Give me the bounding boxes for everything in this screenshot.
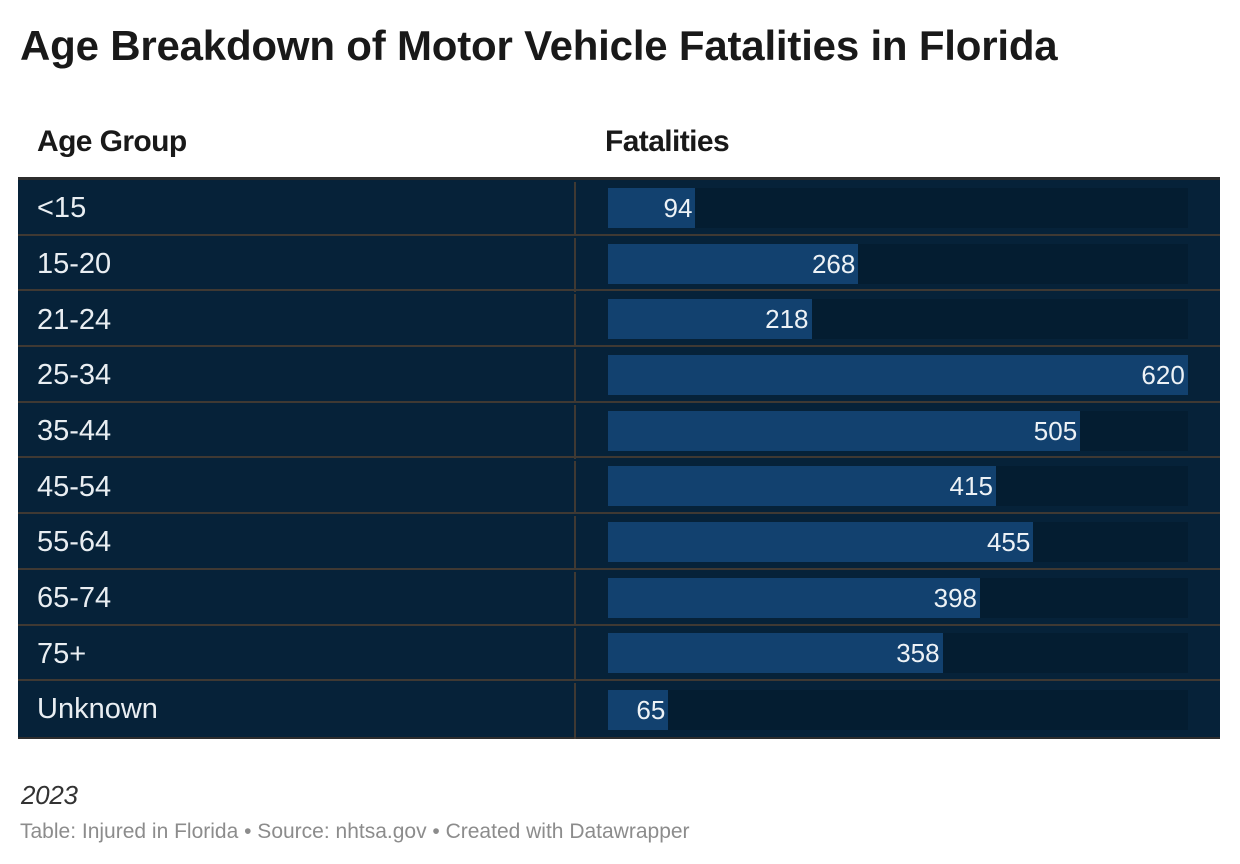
bar-value-label: 455 (986, 526, 1031, 557)
age-group-cell: 45-54 (18, 460, 576, 515)
bar-value-label: 415 (949, 471, 993, 502)
age-group-cell: <15 (18, 182, 576, 236)
fatalities-cell: 65 (576, 681, 1220, 737)
age-group-cell: 35-44 (18, 405, 576, 459)
bar-value-label: 268 (811, 248, 856, 279)
fatalities-cell: 94 (576, 180, 1220, 234)
bar-track: 398 (607, 577, 1188, 618)
table-row: <15 94 (18, 180, 1220, 236)
bar-value-label: 94 (663, 192, 693, 223)
column-header-fatalities: Fatalities (605, 124, 730, 158)
age-group-cell: 55-64 (18, 516, 576, 571)
age-group-cell: 15-20 (18, 237, 576, 292)
fatalities-bar: 455 (607, 521, 1034, 562)
table-row: 15-20 268 (18, 235, 1220, 292)
fatalities-cell: 218 (576, 291, 1220, 345)
bar-value-label: 218 (765, 304, 809, 335)
bar-track: 94 (607, 187, 1188, 228)
fatalities-bar: 65 (607, 690, 669, 731)
bar-track: 505 (607, 410, 1188, 451)
chart-attribution: Table: Injured in Florida • Source: nhts… (20, 820, 690, 843)
fatalities-cell: 398 (576, 570, 1220, 624)
table-body: <15 94 15-20 268 21-24 218 25-34 620 35-44 505 45-… (18, 180, 1220, 740)
fatalities-bar: 620 (607, 354, 1188, 395)
fatalities-cell: 505 (576, 403, 1220, 457)
fatalities-cell: 358 (576, 626, 1220, 680)
fatalities-bar: 268 (607, 243, 859, 284)
table-row: Unknown 65 (18, 681, 1220, 740)
bar-value-label: 398 (933, 582, 978, 613)
bar-track: 218 (607, 299, 1188, 340)
chart-note: 2023 (21, 780, 78, 810)
table-row: 21-24 218 (18, 291, 1220, 348)
bar-track: 268 (607, 243, 1188, 284)
fatalities-cell: 415 (576, 458, 1220, 512)
fatalities-bar: 94 (607, 187, 696, 228)
bar-value-label: 358 (896, 638, 940, 669)
age-group-cell: 65-74 (18, 572, 576, 626)
fatalities-bar: 505 (607, 410, 1081, 451)
fatalities-cell: 620 (576, 347, 1220, 401)
bar-value-label: 505 (1033, 415, 1078, 446)
fatalities-cell: 268 (576, 236, 1220, 290)
bar-value-label: 620 (1141, 359, 1185, 390)
fatalities-bar: 415 (607, 466, 996, 507)
column-header-age-group: Age Group (37, 124, 187, 158)
bar-track: 65 (607, 690, 1188, 731)
table-row: 65-74 398 (18, 569, 1220, 626)
bar-track: 455 (607, 521, 1188, 562)
table-row: 75+ 358 (18, 625, 1220, 682)
fatalities-cell: 455 (576, 514, 1220, 568)
chart-title: Age Breakdown of Motor Vehicle Fatalitie… (20, 21, 1058, 69)
fatalities-bar: 358 (607, 633, 943, 674)
bar-value-label: 65 (636, 695, 666, 726)
table-row: 25-34 620 (18, 347, 1220, 404)
fatalities-bar: 398 (607, 577, 981, 618)
table-row: 55-64 455 (18, 514, 1220, 571)
table-row: 35-44 505 (18, 402, 1220, 459)
bar-track: 415 (607, 466, 1188, 507)
table-row: 45-54 415 (18, 458, 1220, 515)
age-group-cell: 21-24 (18, 293, 576, 348)
age-group-cell: 75+ (18, 627, 576, 682)
fatalities-bar: 218 (607, 299, 812, 340)
bar-track: 358 (607, 633, 1188, 674)
age-group-cell: Unknown (18, 683, 576, 740)
age-group-cell: 25-34 (18, 349, 576, 404)
bar-track: 620 (607, 354, 1188, 395)
fatalities-table: <15 94 15-20 268 21-24 218 25-34 620 35-44 505 45-… (18, 177, 1220, 740)
